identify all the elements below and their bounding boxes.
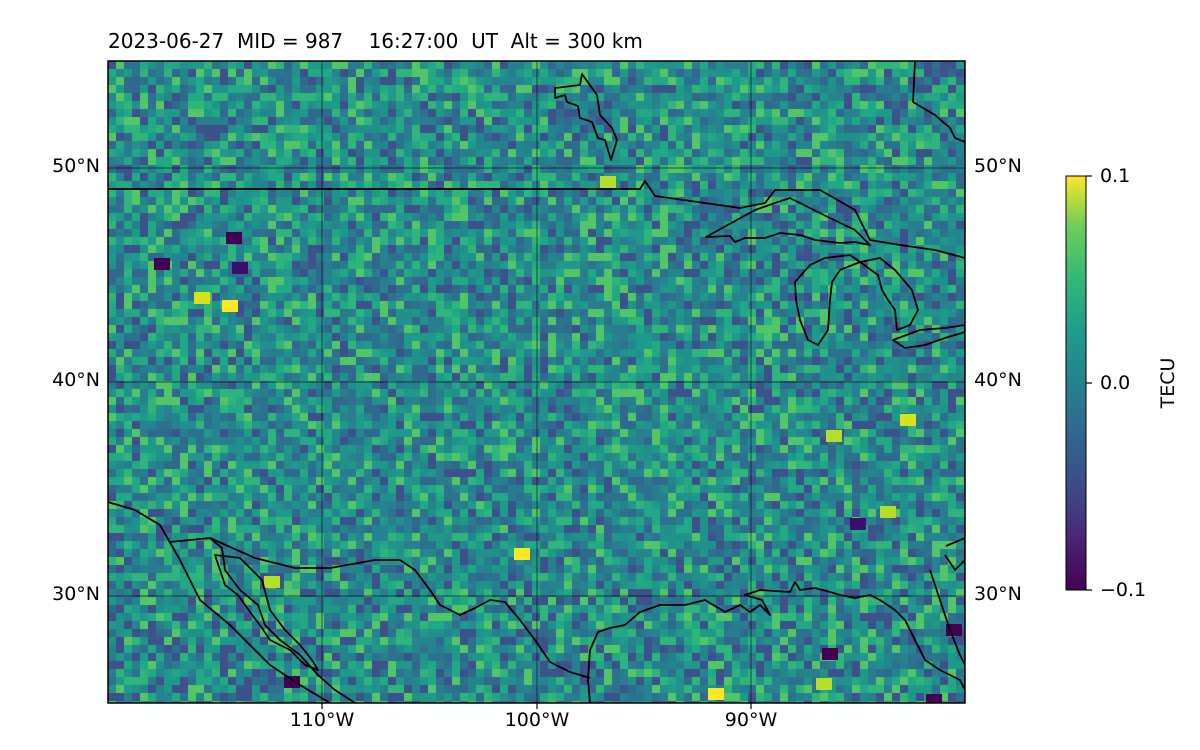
tec-map-area (108, 61, 965, 703)
lat-label-left-30: 30°N (52, 583, 100, 605)
lake-huron (859, 257, 919, 331)
grid-lines (108, 61, 965, 703)
island-outline (554, 73, 618, 161)
gulf-coast (587, 581, 965, 703)
colorbar-tick-max: 0.1 (1100, 165, 1131, 187)
lat-label-right-40: 40°N (974, 369, 1022, 391)
tec-pixel-field (108, 61, 965, 703)
lon-label-90w: 90°W (724, 709, 778, 731)
florida-east-coast (944, 537, 965, 571)
lake-erie-ontario (892, 324, 965, 349)
lat-label-right-50: 50°N (974, 155, 1022, 177)
us-mexico-border (209, 537, 591, 679)
coast-mexico-pacific (108, 501, 331, 703)
axis-ticks (321, 703, 752, 709)
baja-california (169, 537, 356, 703)
colorbar-tick-zero: 0.0 (1100, 372, 1131, 394)
hudson-bay-coast (912, 61, 965, 143)
lake-michigan (794, 254, 861, 346)
colorbar-ticks (1086, 175, 1092, 591)
gulf-of-california (214, 554, 319, 671)
lat-label-right-30: 30°N (974, 583, 1022, 605)
atlantic-coast (929, 569, 965, 666)
lon-label-110w: 110°W (289, 709, 355, 731)
colorbar (1066, 176, 1086, 590)
lon-label-100w: 100°W (504, 709, 570, 731)
coastlines-and-borders (108, 61, 965, 703)
lat-label-left-40: 40°N (52, 369, 100, 391)
lat-label-left-50: 50°N (52, 155, 100, 177)
colorbar-tick-min: −0.1 (1100, 579, 1147, 601)
colorbar-label: TECU (1157, 357, 1179, 409)
plot-title: 2023-06-27 MID = 987 16:27:00 UT Alt = 3… (108, 29, 643, 53)
lake-superior (705, 197, 871, 246)
us-canada-border (108, 180, 965, 259)
